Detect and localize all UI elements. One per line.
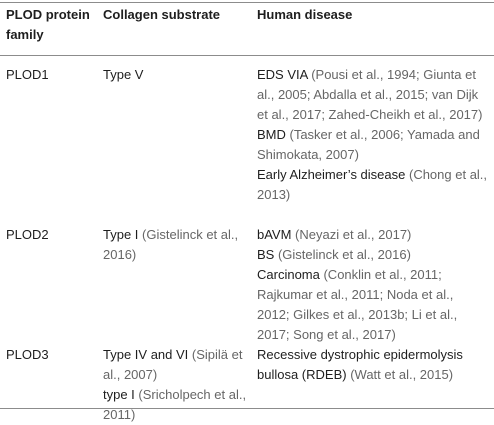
header-rule (0, 55, 494, 56)
row-family-plod3: PLOD3 (6, 347, 49, 362)
substrate-ref: (Sipilä et al., 2007) (103, 347, 243, 382)
disease-term: EDS VIA (257, 67, 308, 82)
disease-term: Carcinoma (257, 267, 320, 282)
row-substrate-plod1: Type V (103, 65, 253, 85)
disease-entry: EDS VIA (Pousi et al., 1994; Giunta et a… (257, 65, 489, 125)
disease-ref: (Tasker et al., 2006; Yamada and Shimoka… (257, 127, 480, 162)
row-disease-plod1: EDS VIA (Pousi et al., 1994; Giunta et a… (257, 65, 489, 205)
disease-ref: (Neyazi et al., 2017) (291, 227, 412, 242)
row-family-plod2: PLOD2 (6, 227, 49, 242)
disease-term: Early Alzheimer’s disease (257, 167, 406, 182)
disease-entry: BMD (Tasker et al., 2006; Yamada and Shi… (257, 125, 489, 165)
substrate-entry: Type IV and VI (Sipilä et al., 2007) (103, 345, 253, 385)
disease-ref: (Watt et al., 2015) (346, 367, 454, 382)
row-substrate-plod3: Type IV and VI (Sipilä et al., 2007) typ… (103, 345, 253, 425)
disease-ref: (Gistelinck et al., 2016) (274, 247, 411, 262)
disease-entry: Carcinoma (Conklin et al., 2011; Rajkuma… (257, 265, 489, 345)
substrate-text: Type IV and VI (103, 347, 189, 362)
substrate-text: type I (103, 387, 135, 402)
disease-ref: (Pousi et al., 1994; Giunta et al., 2005… (257, 67, 483, 122)
disease-term: bAVM (257, 227, 292, 242)
header-disease: Human disease (257, 7, 353, 22)
substrate-entry: Type V (103, 65, 253, 85)
disease-ref: (Chong et al., 2013) (257, 167, 488, 202)
table-top-rule (0, 2, 494, 3)
row-disease-plod2: bAVM (Neyazi et al., 2017) BS (Gistelinc… (257, 225, 489, 345)
disease-term: BMD (257, 127, 286, 142)
disease-entry: BS (Gistelinck et al., 2016) (257, 245, 489, 265)
disease-ref: (Conklin et al., 2011; Rajkumar et al., … (257, 267, 458, 342)
substrate-text: Type I (103, 227, 139, 242)
header-substrate: Collagen substrate (103, 7, 221, 22)
substrate-ref: (Gistelinck et al., 2016) (103, 227, 239, 262)
disease-entry: Early Alzheimer’s disease (Chong et al.,… (257, 165, 489, 205)
substrate-entry: Type I (Gistelinck et al., 2016) (103, 225, 253, 265)
row-substrate-plod2: Type I (Gistelinck et al., 2016) (103, 225, 253, 265)
substrate-entry: type I (Sricholpech et al., 2011) (103, 385, 253, 425)
disease-term: Recessive dystrophic epidermolysis bullo… (257, 347, 463, 382)
disease-entry: Recessive dystrophic epidermolysis bullo… (257, 345, 489, 385)
row-disease-plod3: Recessive dystrophic epidermolysis bullo… (257, 345, 489, 385)
table-bottom-rule (0, 408, 494, 409)
disease-entry: bAVM (Neyazi et al., 2017) (257, 225, 489, 245)
row-family-plod1: PLOD1 (6, 67, 49, 82)
header-family: PLOD protein family (6, 7, 90, 42)
substrate-text: Type V (103, 67, 144, 82)
disease-term: BS (257, 247, 275, 262)
